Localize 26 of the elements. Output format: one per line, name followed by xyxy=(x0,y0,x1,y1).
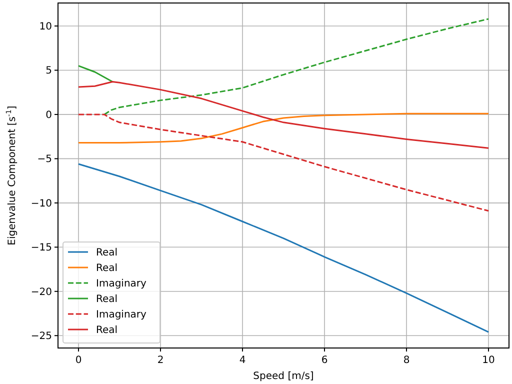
y-tick-label: 5 xyxy=(46,66,52,77)
y-tick-label: 10 xyxy=(39,22,52,32)
y-tick-label: −20 xyxy=(30,286,52,298)
y-tick-label: −25 xyxy=(30,331,52,342)
legend-label: Real xyxy=(96,248,118,258)
x-tick-label: 10 xyxy=(482,355,495,366)
x-tick-label: 8 xyxy=(403,355,410,366)
x-axis-title: Speed [m/s] xyxy=(253,371,314,382)
x-tick-label: 0 xyxy=(75,355,82,366)
legend-label: Real xyxy=(96,325,118,336)
legend-label: Real xyxy=(96,294,118,305)
legend-label: Imaginary xyxy=(96,278,147,290)
y-tick-label: −5 xyxy=(37,154,52,166)
x-tick-label: 6 xyxy=(321,355,328,366)
line-series xyxy=(78,114,490,212)
x-tick-label: 4 xyxy=(239,355,246,366)
line-series xyxy=(78,163,490,333)
legend-label: Real xyxy=(96,263,118,274)
x-tick-label: 2 xyxy=(157,355,164,366)
y-tick-label: −10 xyxy=(30,198,52,210)
line-series xyxy=(78,112,490,144)
y-tick-label: −15 xyxy=(30,242,52,254)
line-series xyxy=(104,18,490,116)
line-series xyxy=(78,80,490,149)
y-tick-label: 0 xyxy=(46,110,52,121)
legend-label: Imaginary xyxy=(96,310,147,320)
